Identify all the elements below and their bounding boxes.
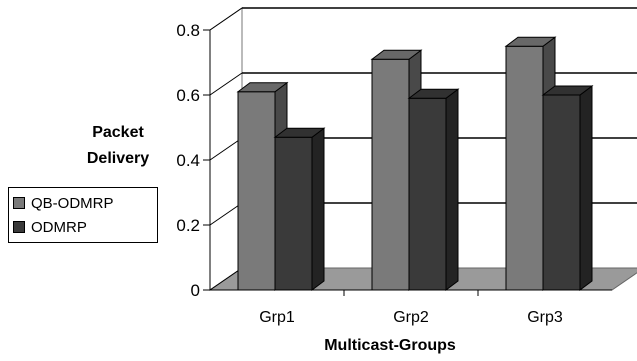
bar-odmrp-grp1 <box>274 136 313 291</box>
legend-item-odmrp: ODMRP <box>13 215 153 239</box>
y-axis-label: Packet Delivery <box>62 120 174 172</box>
bar-odmrp-grp2 <box>408 97 447 291</box>
x-tick-label: Grp3 <box>527 309 563 326</box>
y-tick-label: 0.2 <box>176 216 200 235</box>
y-tick-label: 0 <box>191 281 200 300</box>
y-axis-label-line-1: Packet <box>92 124 144 141</box>
bar-side-odmrp-grp3 <box>579 85 593 291</box>
bar-top-qb-odmrp-grp3 <box>504 36 557 47</box>
x-tick-label: Grp1 <box>259 309 295 326</box>
bar-qb-odmrp-grp1 <box>237 91 276 291</box>
y-tick-label: 0.6 <box>176 86 200 105</box>
bar-top-qb-odmrp-grp2 <box>370 49 423 60</box>
gridline-side <box>209 7 243 31</box>
bar-top-odmrp-grp2 <box>407 88 460 99</box>
legend: QB-ODMRP ODMRP <box>8 187 158 243</box>
x-tick-label: Grp2 <box>393 309 429 326</box>
bar-qb-odmrp-grp3 <box>505 45 544 291</box>
x-axis-label: Multicast-Groups <box>324 337 456 354</box>
legend-item-qb-odmrp: QB-ODMRP <box>13 191 153 215</box>
bar-top-qb-odmrp-grp1 <box>236 82 289 93</box>
gridline-side <box>209 202 243 226</box>
y-axis-label-line-2: Delivery <box>86 150 150 167</box>
bar-qb-odmrp-grp2 <box>371 58 410 291</box>
y-tick-label: 0.8 <box>176 21 200 40</box>
bar-top-odmrp-grp1 <box>273 127 326 138</box>
bar-side-odmrp-grp2 <box>445 88 459 291</box>
legend-label-qb-odmrp: QB-ODMRP <box>31 194 114 212</box>
legend-swatch-odmrp <box>13 221 25 233</box>
legend-swatch-qb-odmrp <box>13 197 25 209</box>
bar-top-odmrp-grp3 <box>541 85 594 96</box>
y-tick-label: 0.4 <box>176 151 200 170</box>
legend-label-odmrp: ODMRP <box>31 218 87 236</box>
gridline-side <box>209 72 243 96</box>
gridline-side <box>209 267 243 291</box>
bar-odmrp-grp3 <box>542 94 581 291</box>
bar-side-odmrp-grp1 <box>311 127 325 291</box>
gridline-side <box>209 137 243 161</box>
